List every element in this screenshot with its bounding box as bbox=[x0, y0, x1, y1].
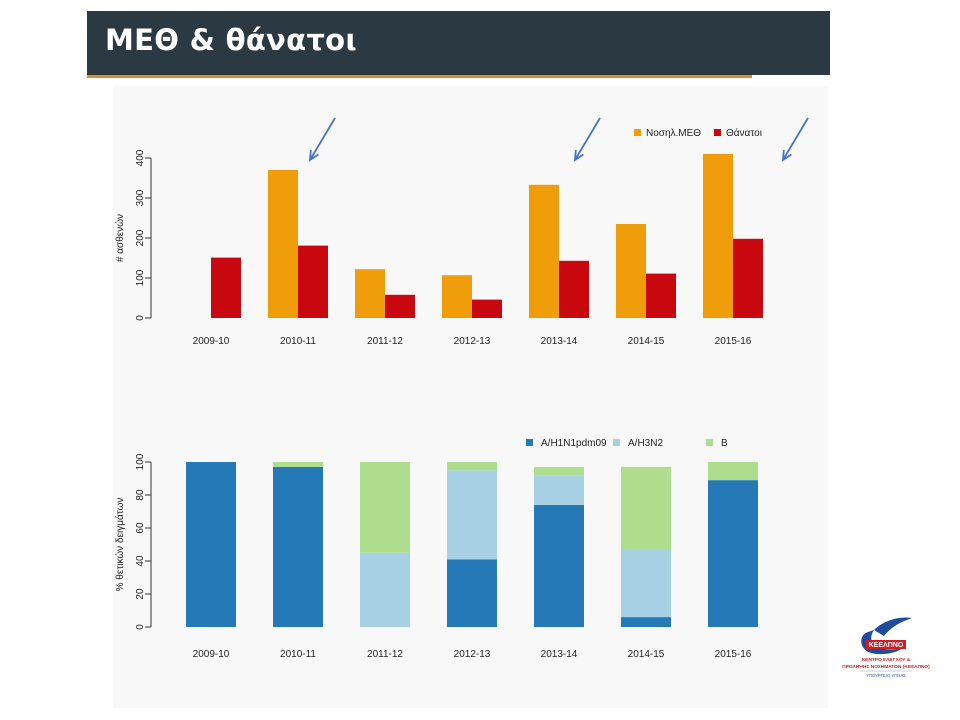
y-tick-label-1: 400 bbox=[135, 149, 146, 166]
logo-line-2: ΠΡΟΛΗΨΗΣ ΝΟΣΗΜΑΤΩΝ (ΚΕΕΛΠΝΟ) bbox=[842, 664, 930, 670]
bar-icu bbox=[355, 269, 385, 318]
arrow-icon bbox=[782, 117, 809, 161]
bar-icu bbox=[703, 154, 733, 318]
x-tick-label-2: 2011-12 bbox=[367, 649, 403, 660]
stacked-bar-h3n2 bbox=[534, 475, 584, 505]
stacked-bar-b bbox=[621, 466, 671, 550]
stacked-bar-b bbox=[360, 462, 410, 553]
arrowhead-icon bbox=[781, 149, 792, 162]
stacked-bar-h1n1 bbox=[708, 480, 758, 627]
legend-label-h1n1: A/H1N1pdm09 bbox=[541, 438, 607, 449]
stacked-bar-b bbox=[534, 466, 584, 476]
y-tick-label-2: 20 bbox=[135, 588, 146, 600]
y-tick-label-1: 300 bbox=[135, 189, 146, 206]
arrow-icon bbox=[309, 117, 336, 161]
y-tick-label-2: 60 bbox=[135, 522, 146, 534]
keelpno-logo: ΚΕΕΛΠΝΟ ΚΕΝΤΡΟ ΕΛΕΓΧΟΥ & ΠΡΟΛΗΨΗΣ ΝΟΣΗΜΑ… bbox=[838, 612, 938, 682]
stacked-bar-b bbox=[708, 462, 758, 481]
x-tick-label-1: 2015-16 bbox=[715, 336, 752, 347]
bar-icu bbox=[529, 184, 559, 318]
legend-swatch-b bbox=[706, 439, 713, 446]
x-tick-label-1: 2011-12 bbox=[367, 336, 403, 347]
x-tick-label-1: 2010-11 bbox=[280, 336, 316, 347]
bar-icu bbox=[268, 170, 298, 318]
x-tick-label-1: 2012-13 bbox=[454, 336, 491, 347]
accent-line bbox=[87, 75, 752, 78]
arrow-icon bbox=[574, 117, 601, 161]
y-tick-label-2: 100 bbox=[135, 453, 146, 470]
logo-name: ΚΕΕΛΠΝΟ bbox=[869, 642, 904, 649]
y-tick-label-2: 80 bbox=[135, 489, 146, 501]
x-tick-label-1: 2014-15 bbox=[628, 336, 665, 347]
bar-icu bbox=[616, 224, 646, 318]
stacked-bar-h1n1 bbox=[621, 617, 671, 627]
x-tick-label-1: 2013-14 bbox=[541, 336, 578, 347]
stacked-bar-h3n2 bbox=[447, 470, 497, 560]
stacked-bar-h1n1 bbox=[447, 559, 497, 627]
x-tick-label-2: 2012-13 bbox=[454, 649, 491, 660]
y-tick-label-1: 200 bbox=[135, 229, 146, 246]
slide-title: ΜΕΘ & θάνατοι bbox=[105, 23, 357, 57]
bar-deaths bbox=[733, 238, 763, 318]
legend-swatch-h1n1 bbox=[526, 439, 533, 446]
y-axis-label-2: % θετικών δειγμάτων bbox=[114, 498, 126, 592]
y-tick-label-2: 40 bbox=[135, 555, 146, 567]
bar-deaths bbox=[646, 273, 676, 318]
stacked-bar-h1n1 bbox=[186, 462, 236, 627]
arrowhead-icon bbox=[573, 149, 584, 162]
x-tick-label-2: 2014-15 bbox=[628, 649, 665, 660]
title-bar: ΜΕΘ & θάνατοι bbox=[87, 11, 830, 75]
bar-icu bbox=[442, 275, 472, 318]
legend-label-b: B bbox=[721, 438, 728, 449]
bar-deaths bbox=[559, 260, 589, 318]
bar-deaths bbox=[211, 257, 241, 318]
chart-panel: 0 100 200 300 400 # ασθενών 2009-10 2010-11 2011… bbox=[113, 86, 828, 708]
stacked-bar-b bbox=[273, 462, 323, 467]
y-tick-label-1: 0 bbox=[135, 315, 146, 321]
y-tick-label-1: 100 bbox=[135, 269, 146, 286]
x-tick-label-1: 2009-10 bbox=[193, 336, 230, 347]
logo-line-3: ΥΠΟΥΡΓΕΙΟ ΥΓΕΙΑΣ bbox=[866, 673, 906, 678]
legend-label-icu: Νοσηλ.ΜΕΘ bbox=[646, 128, 701, 139]
legend-label-h3n2: A/H3N2 bbox=[628, 438, 663, 449]
bar-deaths bbox=[385, 294, 415, 318]
legend-swatch-deaths bbox=[714, 129, 721, 136]
x-tick-label-2: 2010-11 bbox=[280, 649, 316, 660]
stacked-bar-h3n2 bbox=[621, 549, 671, 618]
x-tick-label-2: 2013-14 bbox=[541, 649, 578, 660]
logo-line-1: ΚΕΝΤΡΟ ΕΛΕΓΧΟΥ & bbox=[862, 657, 911, 663]
stacked-bar-h1n1 bbox=[273, 466, 323, 627]
stacked-bar-b bbox=[447, 462, 497, 471]
x-tick-label-2: 2009-10 bbox=[193, 649, 230, 660]
x-tick-label-2: 2015-16 bbox=[715, 649, 752, 660]
legend-swatch-icu bbox=[634, 129, 641, 136]
legend-swatch-h3n2 bbox=[613, 439, 620, 446]
bar-deaths bbox=[472, 299, 502, 318]
legend-label-deaths: Θάνατοι bbox=[726, 127, 762, 139]
stacked-bar-h1n1 bbox=[534, 504, 584, 627]
y-tick-label-2: 0 bbox=[135, 624, 146, 630]
dove-logo-icon: ΚΕΕΛΠΝΟ ΚΕΝΤΡΟ ΕΛΕΓΧΟΥ & ΠΡΟΛΗΨΗΣ ΝΟΣΗΜΑ… bbox=[842, 617, 930, 678]
bar-deaths bbox=[298, 245, 328, 318]
arrowhead-icon bbox=[308, 149, 319, 162]
y-axis-label-1: # ασθενών bbox=[114, 214, 126, 262]
stacked-bar-h3n2 bbox=[360, 552, 410, 627]
